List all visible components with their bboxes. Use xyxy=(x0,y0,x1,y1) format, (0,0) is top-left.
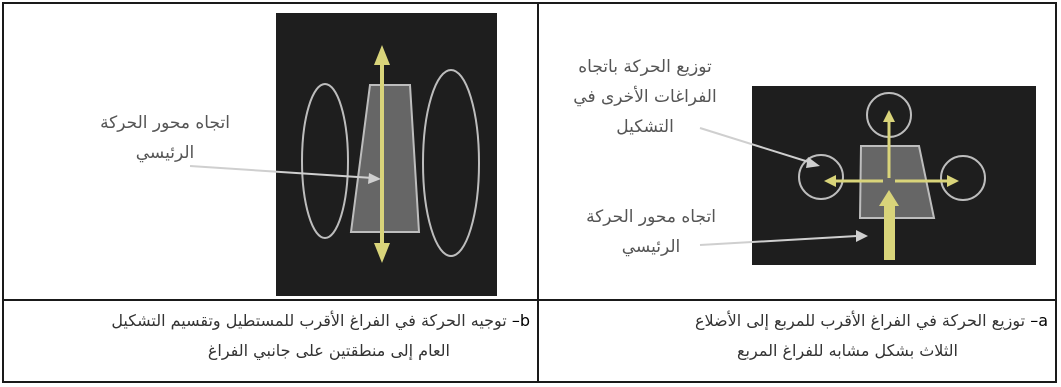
left-space-circle xyxy=(798,154,844,200)
caption-a: a– توزيع الحركة في الفراغ الأقرب للمربع … xyxy=(694,311,1048,360)
arrow-right xyxy=(947,175,959,187)
right-space-circle xyxy=(940,155,986,201)
arrow-up xyxy=(883,110,895,122)
caption-b-tag: b– xyxy=(511,311,530,330)
column-divider xyxy=(537,2,539,383)
right-distribution-label: توزيع الحركة باتجاه الفراغات الأخرى في ا… xyxy=(573,57,717,137)
left-space-ellipse xyxy=(301,83,349,239)
table-frame xyxy=(2,2,1057,383)
arrow-left xyxy=(824,175,836,187)
diagram-a-panel xyxy=(752,86,1036,265)
diagram-b-panel xyxy=(276,13,497,296)
diagram-a-figure xyxy=(798,92,986,260)
caption-a-tag: a– xyxy=(1030,311,1048,330)
caption-b: b– توجيه الحركة في الفراغ الأقرب للمستطي… xyxy=(111,311,530,360)
diagram-b-figure xyxy=(301,45,480,263)
main-axis-shaft xyxy=(884,204,895,260)
row-divider xyxy=(2,299,1057,301)
left-main-axis-label: اتجاه محور الحركة الرئيسي xyxy=(100,113,230,163)
right-space-ellipse xyxy=(422,69,480,257)
right-main-axis-label: اتجاه محور الحركة الرئيسي xyxy=(586,207,716,257)
main-arrow-head xyxy=(879,190,899,206)
arrow-head-up xyxy=(374,45,390,65)
trapezoid-space xyxy=(349,84,421,233)
arrow-head-down xyxy=(374,243,390,263)
